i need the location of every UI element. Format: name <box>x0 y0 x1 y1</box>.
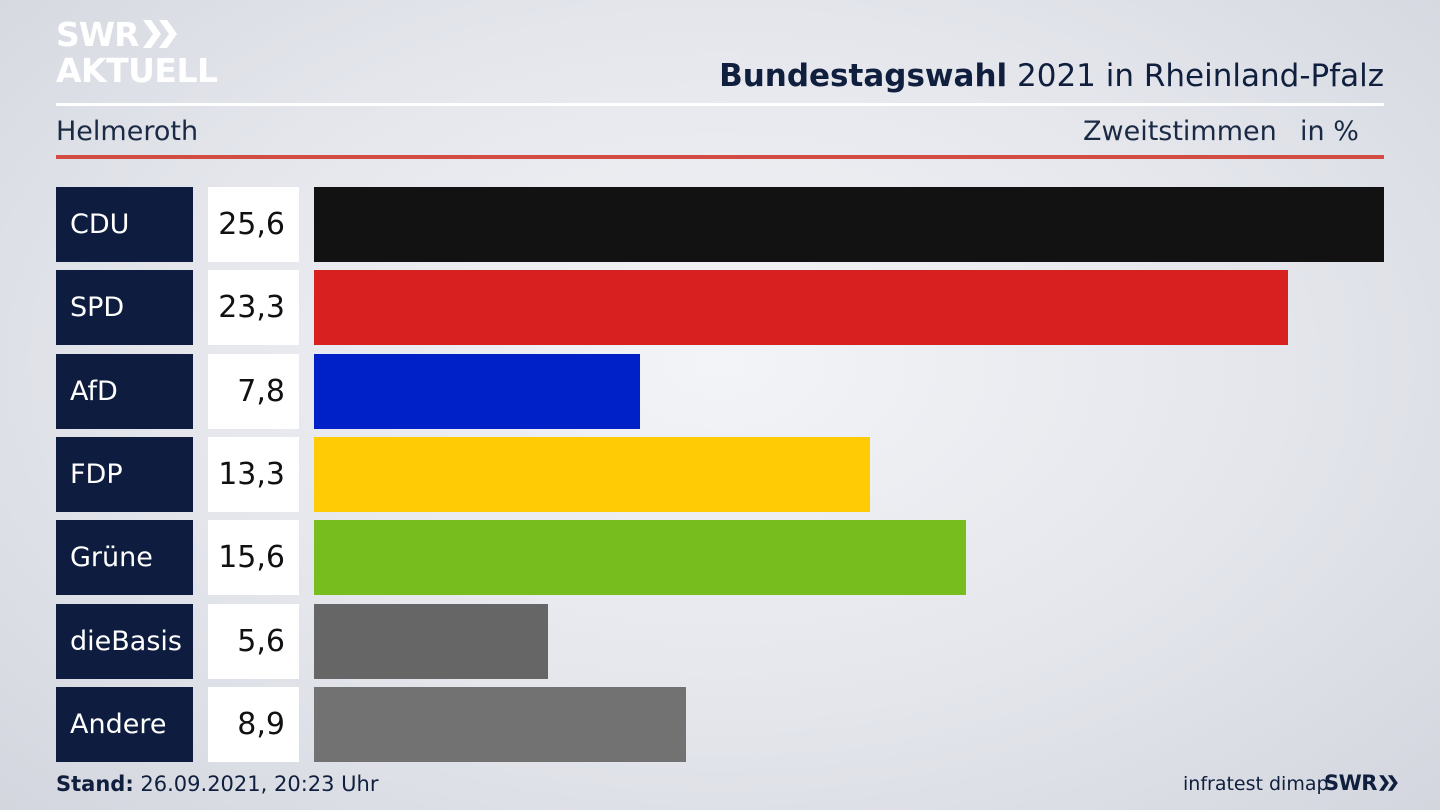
bar <box>314 687 686 762</box>
bar <box>314 187 1384 262</box>
chart-row: FDP 13,3 <box>0 437 1440 512</box>
chart-title: Bundestagswahl 2021 in Rheinland-Pfalz <box>719 58 1384 94</box>
stand-value: 26.09.2021, 20:23 Uhr <box>133 772 379 796</box>
value-label: 7,8 <box>208 354 299 429</box>
double-chevron-icon <box>142 20 177 48</box>
value-label: 8,9 <box>208 687 299 762</box>
source-label: infratest dimap <box>1183 773 1329 795</box>
party-label: CDU <box>56 187 193 262</box>
chart-row: Grüne 15,6 <box>0 520 1440 595</box>
swr-aktuell-logo: SWR AKTUELL <box>56 14 218 90</box>
vote-type-label: Zweitstimmen <box>1083 116 1277 147</box>
double-chevron-icon <box>1379 775 1398 791</box>
header-accent-line <box>56 155 1384 159</box>
chart-row: dieBasis 5,6 <box>0 604 1440 679</box>
title-bold: Bundestagswahl <box>719 58 1008 94</box>
bar <box>314 520 967 595</box>
party-label: FDP <box>56 437 193 512</box>
value-label: 15,6 <box>208 520 299 595</box>
chart-row: Andere 8,9 <box>0 687 1440 762</box>
value-label: 23,3 <box>208 270 299 345</box>
bar <box>314 437 870 512</box>
chart-row: SPD 23,3 <box>0 270 1440 345</box>
logo-text-swr: SWR <box>56 14 140 54</box>
chart-row: CDU 25,6 <box>0 187 1440 262</box>
footer-logo-text: SWR <box>1324 771 1377 795</box>
party-label: SPD <box>56 270 193 345</box>
title-rest: 2021 in Rheinland-Pfalz <box>1007 58 1384 94</box>
bar <box>314 354 641 429</box>
timestamp: Stand: 26.09.2021, 20:23 Uhr <box>56 772 379 796</box>
party-label: Andere <box>56 687 193 762</box>
party-label: AfD <box>56 354 193 429</box>
bar <box>314 270 1288 345</box>
value-label: 5,6 <box>208 604 299 679</box>
chart-row: AfD 7,8 <box>0 354 1440 429</box>
logo-text-aktuell: AKTUELL <box>56 51 218 90</box>
location-label: Helmeroth <box>56 116 199 147</box>
value-label: 25,6 <box>208 187 299 262</box>
bar <box>314 604 549 679</box>
unit-label: in % <box>1300 116 1359 147</box>
party-label: dieBasis <box>56 604 193 679</box>
footer-swr-logo: SWR <box>1324 771 1400 795</box>
party-label: Grüne <box>56 520 193 595</box>
value-label: 13,3 <box>208 437 299 512</box>
header-divider <box>56 103 1384 106</box>
stand-label: Stand: <box>56 772 134 796</box>
